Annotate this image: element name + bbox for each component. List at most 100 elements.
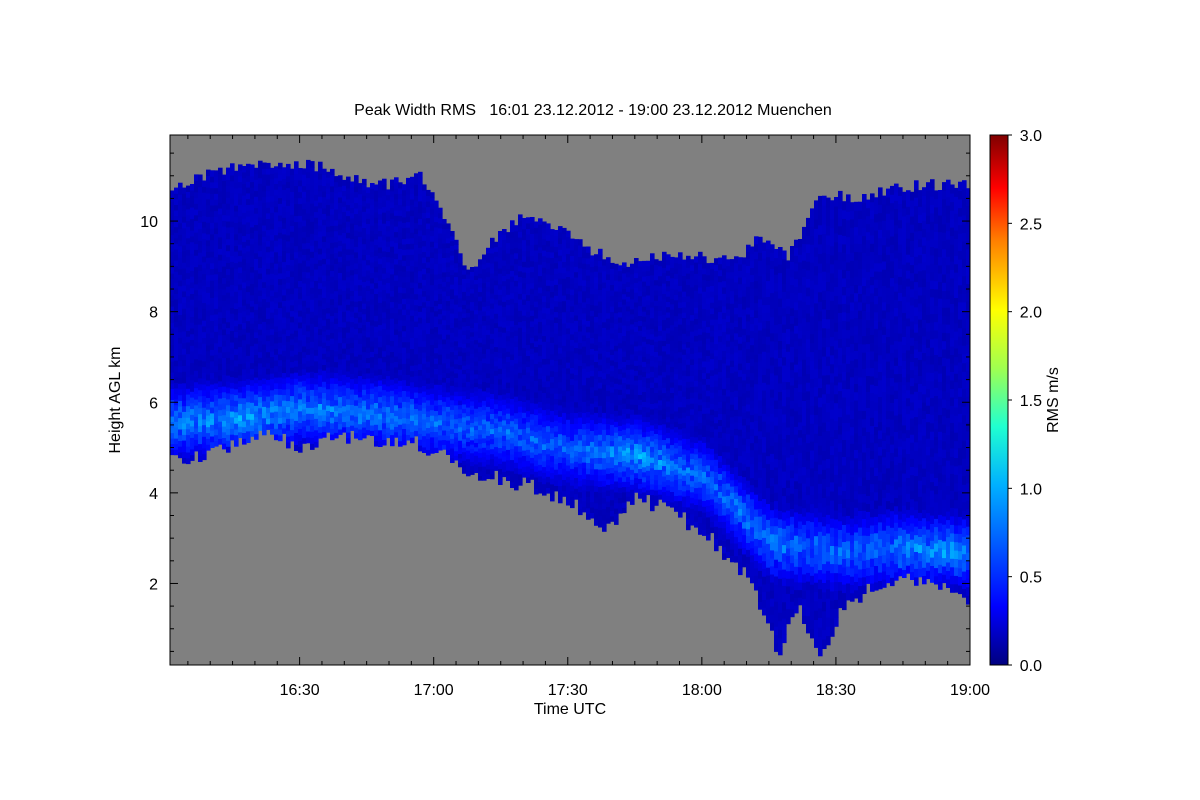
heatmap-cell [386, 375, 391, 382]
heatmap-cell [398, 286, 403, 293]
heatmap-cell [342, 300, 347, 307]
heatmap-cell [222, 391, 227, 398]
heatmap-cell [254, 241, 259, 248]
heatmap-cell [426, 294, 431, 301]
heatmap-cell [398, 209, 403, 216]
heatmap-cell [294, 360, 299, 367]
heatmap-cell [226, 434, 231, 441]
heatmap-cell [382, 189, 387, 196]
heatmap-cell [402, 417, 407, 424]
heatmap-cell [342, 274, 347, 281]
heatmap-cell [566, 430, 571, 437]
heatmap-cell [382, 256, 387, 263]
heatmap-cell [490, 278, 495, 284]
heatmap-cell [202, 244, 207, 251]
heatmap-cell [254, 337, 259, 344]
heatmap-cell [286, 169, 291, 177]
heatmap-cell [222, 203, 227, 210]
heatmap-cell [422, 201, 427, 208]
heatmap-cell [438, 298, 443, 305]
heatmap-cell [286, 193, 291, 200]
heatmap-cell [430, 339, 435, 345]
heatmap-cell [358, 423, 363, 430]
heatmap-cell [266, 268, 271, 275]
heatmap-cell [362, 222, 367, 228]
heatmap-cell [318, 351, 323, 358]
heatmap-cell [438, 419, 443, 426]
heatmap-cell [362, 400, 367, 406]
heatmap-cell [354, 383, 359, 390]
heatmap-cell [286, 323, 291, 331]
heatmap-cell [174, 193, 179, 200]
heatmap-cell [174, 260, 179, 267]
heatmap-cell [466, 295, 471, 301]
heatmap-cell [234, 342, 239, 350]
heatmap-cell [522, 390, 527, 397]
heatmap-cell [294, 396, 299, 403]
heatmap-cell [250, 209, 255, 216]
heatmap-cell [326, 426, 331, 433]
heatmap-cell [534, 374, 539, 381]
heatmap-cell [494, 389, 499, 395]
heatmap-cell [202, 343, 207, 350]
heatmap-cell [238, 306, 243, 313]
heatmap-cell [206, 292, 211, 299]
heatmap-cell [322, 219, 327, 226]
heatmap-cell [542, 267, 547, 274]
heatmap-cell [526, 278, 531, 285]
heatmap-cell [262, 423, 267, 430]
heatmap-cell [358, 343, 363, 350]
heatmap-cell [270, 339, 275, 346]
heatmap-cell [318, 311, 323, 318]
heatmap-cell [518, 315, 523, 323]
heatmap-cell [254, 292, 259, 299]
heatmap-cell [426, 355, 431, 362]
heatmap-cell [438, 243, 443, 249]
heatmap-cell [226, 203, 231, 210]
heatmap-cell [170, 355, 175, 362]
heatmap-cell [266, 373, 271, 380]
heatmap-cell [306, 201, 311, 208]
heatmap-cell [434, 295, 439, 301]
heatmap-cell [290, 355, 295, 363]
heatmap-cell [478, 470, 483, 477]
heatmap-cell [510, 342, 515, 349]
heatmap-cell [370, 272, 375, 279]
heatmap-cell [278, 307, 283, 314]
heatmap-cell [358, 231, 363, 238]
heatmap-cell [430, 409, 435, 416]
heatmap-cell [366, 249, 371, 255]
heatmap-cell [278, 220, 283, 228]
heatmap-cell [290, 338, 295, 346]
heatmap-cell [470, 314, 475, 320]
heatmap-cell [490, 448, 495, 455]
heatmap-cell [382, 428, 387, 435]
heatmap-cell [338, 412, 343, 419]
heatmap-cell [194, 278, 199, 285]
heatmap-cell [370, 261, 375, 268]
heatmap-cell [330, 202, 335, 209]
heatmap-cell [426, 361, 431, 368]
heatmap-cell [274, 371, 279, 378]
heatmap-cell [330, 383, 335, 390]
heatmap-cell [286, 258, 291, 265]
heatmap-cell [538, 418, 543, 425]
heatmap-cell [494, 241, 499, 248]
heatmap-cell [390, 412, 395, 419]
heatmap-cell [282, 372, 287, 379]
heatmap-cell [562, 350, 567, 357]
heatmap-cell [230, 192, 235, 199]
heatmap-cell [514, 429, 519, 436]
heatmap-cell [198, 335, 203, 343]
heatmap-cell [550, 466, 555, 474]
heatmap-cell [358, 412, 363, 419]
heatmap-cell [186, 249, 191, 256]
heatmap-cell [474, 386, 479, 392]
heatmap-cell [410, 221, 415, 228]
heatmap-cell [354, 306, 359, 313]
heatmap-cell [422, 368, 427, 375]
heatmap-cell [366, 305, 371, 312]
heatmap-cell [574, 331, 579, 338]
heatmap-cell [338, 180, 343, 187]
heatmap-cell [214, 222, 219, 229]
